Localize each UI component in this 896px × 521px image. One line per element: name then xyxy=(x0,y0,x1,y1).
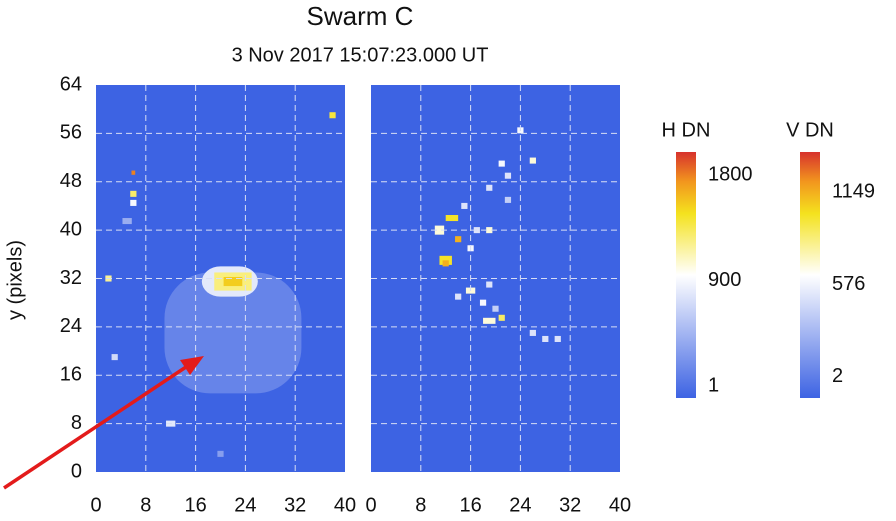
heatmap-cell xyxy=(486,281,493,288)
heatmap-cell xyxy=(504,172,512,179)
heatmap-cell xyxy=(130,190,137,197)
heatmap-cell xyxy=(122,218,132,225)
colorbar-tick-label: 1149 xyxy=(832,181,875,203)
x-tick-label: 16 xyxy=(184,494,206,516)
heatmap-cell xyxy=(529,329,536,336)
y-tick-label: 0 xyxy=(71,460,82,482)
x-tick-label: 32 xyxy=(284,494,306,516)
heatmap-cell xyxy=(486,227,493,234)
heatmap-cell xyxy=(111,354,118,361)
chart-subtitle: 3 Nov 2017 15:07:23.000 UT xyxy=(232,44,489,66)
y-tick-label: 32 xyxy=(60,267,82,289)
heatmap-cell xyxy=(442,260,449,267)
y-tick-label: 48 xyxy=(60,170,82,192)
x-tick-label: 16 xyxy=(459,494,481,516)
y-tick-label: 56 xyxy=(60,122,82,144)
heatmap-cell xyxy=(483,317,496,324)
x-tick-label: 24 xyxy=(509,494,531,516)
heatmap-cell xyxy=(498,160,505,167)
x-tick-label: 40 xyxy=(609,494,631,516)
colorbar-tick-label: 2 xyxy=(832,365,843,387)
heatmap-cell xyxy=(445,215,459,222)
heatmap-cell xyxy=(130,199,137,206)
x-tick-label: 0 xyxy=(90,494,101,516)
x-tick-label: 8 xyxy=(140,494,151,516)
heatmap-cell xyxy=(486,184,493,191)
y-tick-label: 16 xyxy=(60,364,82,386)
x-tick-label: 8 xyxy=(415,494,426,516)
annotation-arrow xyxy=(3,356,204,490)
colorbar-tick-label: 900 xyxy=(708,269,741,291)
heatmap-cell xyxy=(329,112,336,119)
y-tick-label: 24 xyxy=(60,315,82,337)
heatmap-cell xyxy=(529,157,536,164)
heatmap-cell xyxy=(504,196,512,203)
y-tick-label: 40 xyxy=(60,218,82,240)
heatmap-cell xyxy=(455,236,462,243)
heatmap-cell xyxy=(461,202,468,209)
heatmap-cell xyxy=(542,335,549,342)
arrow-shaft xyxy=(3,365,187,490)
heatmap-cell xyxy=(217,450,224,457)
heatmap-cell xyxy=(479,299,487,306)
y-axis-label: y (pixels) xyxy=(4,240,26,320)
heatmap-cell xyxy=(434,225,445,235)
heatmap-cell xyxy=(554,335,561,342)
colorbar-tick-label: 576 xyxy=(832,273,865,295)
colorbar xyxy=(800,152,820,398)
colorbar-label: H DN xyxy=(662,119,711,141)
colorbar-tick-label: 1800 xyxy=(708,164,753,186)
x-tick-label: 32 xyxy=(559,494,581,516)
x-tick-label: 0 xyxy=(365,494,376,516)
y-tick-label: 64 xyxy=(60,73,82,95)
heatmap-cell xyxy=(455,293,462,300)
chart-title: Swarm C xyxy=(307,1,414,31)
colorbar xyxy=(676,152,696,398)
colorbar-tick-label: 1 xyxy=(708,374,719,396)
heatmap-cell xyxy=(223,276,243,287)
heatmap-cell xyxy=(131,170,136,175)
colorbar-label: V DN xyxy=(786,119,834,141)
x-tick-label: 40 xyxy=(334,494,356,516)
heatmap-cell xyxy=(498,314,505,321)
arrow-head xyxy=(180,356,204,375)
x-tick-label: 24 xyxy=(234,494,256,516)
heatmap-cell xyxy=(492,305,499,312)
y-tick-label: 8 xyxy=(71,412,82,434)
